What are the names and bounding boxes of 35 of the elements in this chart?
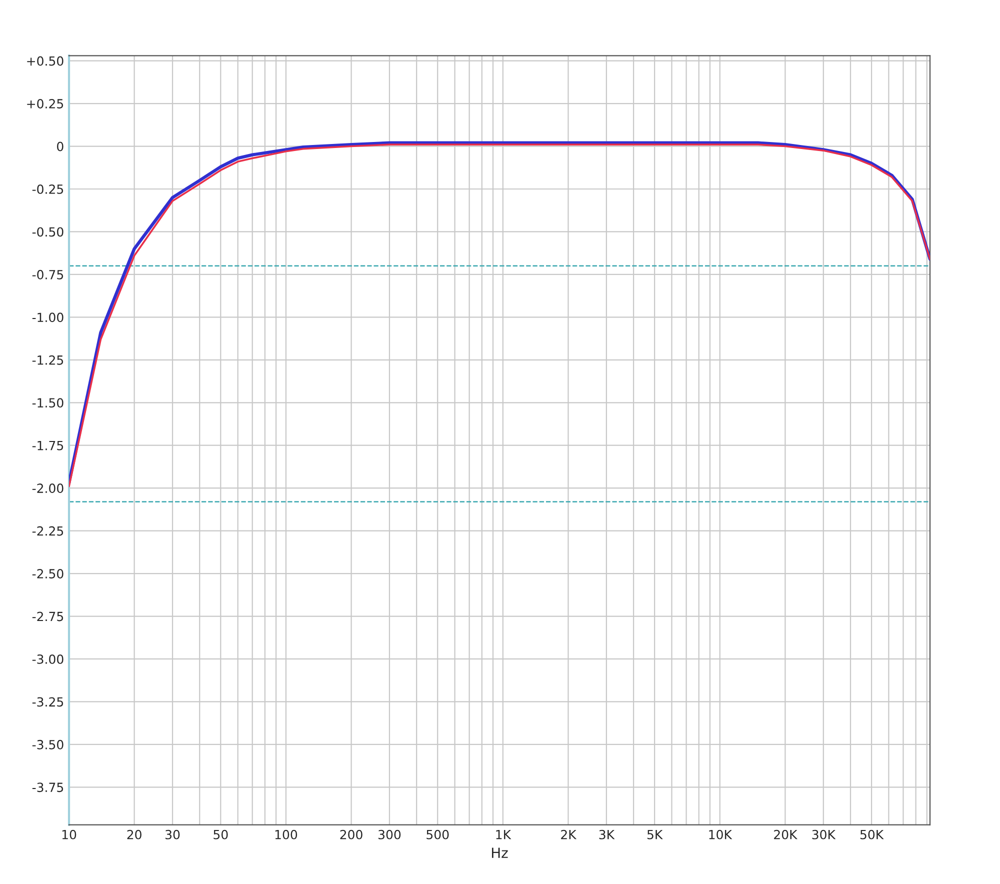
- y-tick-label: -3.25: [32, 697, 64, 707]
- x-tick-label: 500: [426, 830, 449, 840]
- y-tick-label: -0.75: [32, 270, 64, 280]
- x-tick-label: 30: [166, 830, 180, 840]
- x-tick-label: 20K: [774, 830, 798, 840]
- y-tick-label: -1.50: [32, 398, 64, 408]
- x-tick-label: 50K: [860, 830, 884, 840]
- y-tick-label: -2.50: [32, 569, 64, 578]
- x-axis-title: Hz: [492, 848, 508, 858]
- y-tick-label: +0.50: [27, 56, 64, 66]
- x-tick-label: 10: [62, 830, 76, 840]
- y-tick-label: -3.00: [32, 654, 64, 664]
- y-tick-label: 0: [57, 142, 64, 152]
- x-tick-label: 5K: [647, 830, 663, 840]
- y-tick-label: -3.75: [32, 782, 64, 792]
- y-tick-label: -2.25: [32, 526, 64, 536]
- y-tick-label: -1.00: [32, 312, 64, 322]
- x-tick-label: 300: [378, 830, 401, 840]
- x-tick-label: 200: [340, 830, 362, 840]
- y-tick-label: +0.25: [27, 99, 64, 108]
- y-tick-label: -3.50: [32, 740, 64, 750]
- x-tick-label: 2K: [561, 830, 577, 840]
- y-tick-label: -0.50: [32, 227, 64, 237]
- y-tick-label: -1.25: [32, 355, 64, 365]
- x-tick-label: 20: [127, 830, 142, 840]
- y-tick-label: -2.00: [32, 484, 64, 494]
- y-tick-label: -1.75: [32, 440, 64, 450]
- y-tick-label: -2.75: [32, 612, 64, 622]
- y-tick-label: -0.25: [32, 184, 64, 194]
- x-tick-label: 10K: [709, 830, 732, 840]
- x-tick-label: 30K: [812, 830, 836, 840]
- x-tick-label: 50: [214, 830, 228, 840]
- x-tick-label: 100: [275, 830, 298, 840]
- x-tick-label: 3K: [599, 830, 615, 840]
- x-tick-label: 1K: [496, 830, 512, 840]
